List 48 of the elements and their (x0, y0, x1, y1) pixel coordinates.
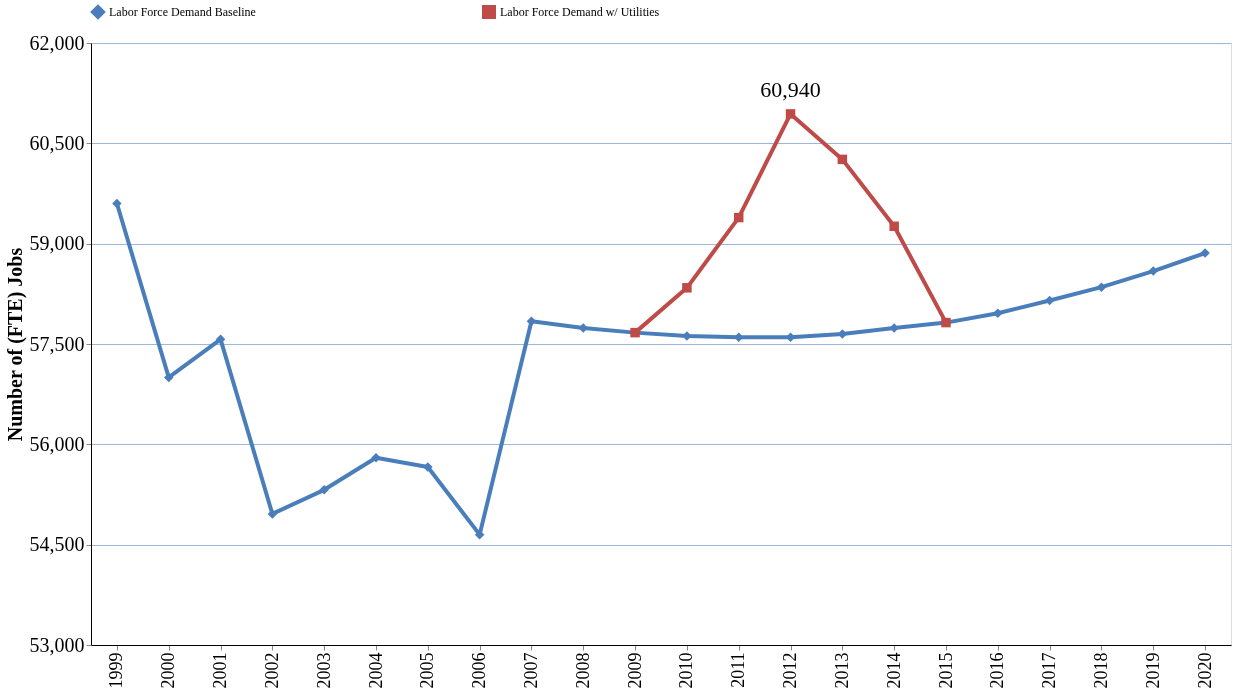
x-tick-label: 2011 (728, 652, 749, 688)
point (1044, 295, 1055, 306)
x-tick-label: 2020 (1194, 652, 1215, 689)
x-tick-label: 2002 (261, 652, 282, 689)
x-tick-label: 2013 (831, 652, 852, 689)
x-tick-label: 2017 (1039, 652, 1060, 689)
annotation: 60,940 (760, 76, 821, 102)
y-tick-label: 56,000 (29, 432, 85, 455)
x-tick-label: 2000 (158, 652, 179, 689)
x-tick-label: 2009 (624, 652, 645, 689)
x-tick-label: 2016 (987, 652, 1008, 689)
x-tick-label: 2018 (1090, 652, 1111, 689)
x-tick-label: 2019 (1142, 652, 1163, 689)
point (267, 509, 278, 519)
point (889, 221, 899, 232)
x-tick-label: 2014 (883, 652, 904, 689)
x-tick-label: 2012 (780, 652, 801, 689)
point (733, 212, 744, 223)
point (319, 485, 329, 495)
point (1148, 266, 1159, 276)
point (371, 452, 381, 463)
x-tick-label: 2015 (935, 652, 956, 689)
x-tick-label: 2003 (313, 652, 334, 689)
x-tick-label: 2010 (676, 652, 697, 689)
point (112, 198, 122, 209)
x-tick-label: 1999 (106, 652, 127, 689)
legend-label: Labor Force Demand w/ Utilities (500, 5, 660, 19)
y-tick-label: 53,000 (29, 633, 85, 656)
x-tick-label: 2008 (572, 652, 593, 689)
y-tick-label: 62,000 (29, 31, 85, 54)
legend-label: Labor Force Demand Baseline (109, 5, 256, 19)
x-tick-label: 2001 (210, 652, 231, 689)
point (1096, 282, 1107, 292)
x-tick-label: 2004 (365, 652, 386, 689)
point (837, 154, 848, 165)
x-tick-label: 2005 (417, 652, 438, 689)
y-tick-label: 60,500 (29, 131, 85, 154)
point (993, 308, 1003, 318)
y-tick-label: 54,500 (29, 533, 85, 556)
x-tick-label: 2006 (469, 652, 490, 689)
y-tick-label: 57,500 (29, 332, 85, 355)
point (163, 372, 174, 383)
x-tick-label: 2007 (520, 652, 541, 689)
point (215, 334, 226, 345)
y-tick-label: 59,000 (29, 232, 85, 255)
point (682, 283, 692, 293)
point (785, 109, 796, 119)
y-axis-title: Number of (FTE) Jobs (3, 247, 27, 442)
